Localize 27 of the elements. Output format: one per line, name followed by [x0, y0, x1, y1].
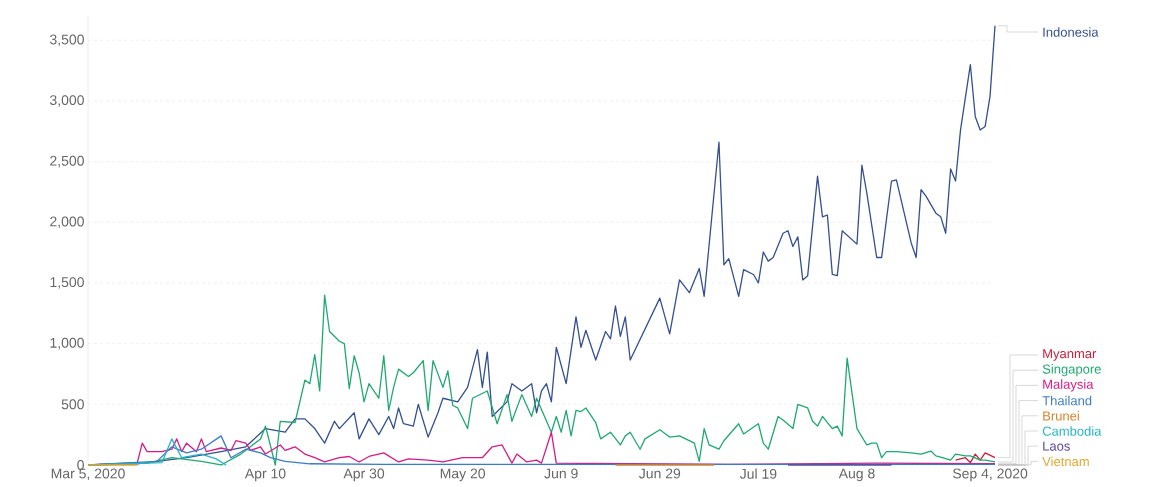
y-tick-label: 2,500	[50, 155, 84, 168]
x-tick-label: Mar 5, 2020	[51, 468, 125, 481]
text: Cambodia	[1042, 426, 1102, 436]
x-tick-label: May 20	[440, 468, 486, 482]
y-tick-label: 1,500	[50, 277, 84, 289]
y-tick-label: 0	[77, 460, 84, 470]
y-tick-label: 3,000	[49, 95, 84, 107]
text: Singapore	[1042, 364, 1101, 377]
x-tick-label: Sep 4, 2020	[952, 468, 1028, 482]
x-tick-label: Aug 8	[838, 468, 875, 482]
text: Indonesia	[1043, 27, 1099, 37]
text: Malaysia	[1043, 379, 1094, 392]
x-tick-label: Jun 9	[544, 468, 578, 479]
line-series	[954, 452, 996, 464]
x-tick-label: Jul 19	[739, 468, 777, 479]
y-tick-label: 500	[61, 399, 84, 410]
text: Brunei	[1043, 411, 1079, 421]
y-tick-label: 3,500	[49, 34, 84, 47]
text: Thailand	[1042, 395, 1092, 406]
text: Laos	[1043, 441, 1070, 451]
y-tick-label: 1,000	[50, 337, 84, 350]
text: Vietnam	[1042, 456, 1089, 467]
x-tick-label: Jun 29	[639, 468, 681, 479]
text: Myanmar	[1043, 349, 1097, 361]
y-tick-label: 2,000	[50, 216, 84, 229]
x-tick-label: Apr 10	[244, 468, 286, 482]
x-tick-label: Apr 30	[343, 468, 385, 482]
